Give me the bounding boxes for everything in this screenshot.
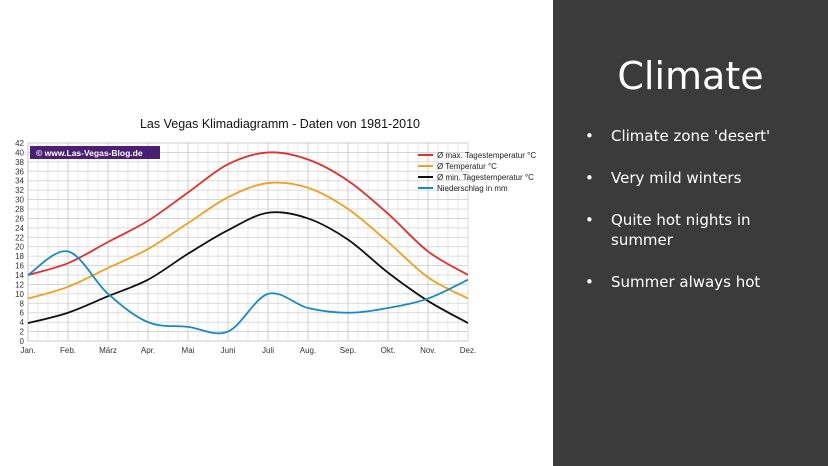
x-tick-label: Feb. <box>60 346 76 355</box>
bullet-dot-icon: • <box>585 211 594 229</box>
y-tick-label: 38 <box>15 158 24 167</box>
x-tick-label: Juli <box>262 346 274 355</box>
legend-label: Niederschlag in mm <box>437 184 508 193</box>
slide-title: Climate <box>617 54 764 98</box>
x-tick-label: Sep. <box>340 346 356 355</box>
chart-legend: Ø max. Tagestemperatur °C Ø Temperatur °C… <box>418 151 536 193</box>
x-tick-label: Juni <box>221 346 236 355</box>
y-tick-label: 4 <box>20 318 25 327</box>
y-tick-label: 34 <box>15 177 24 186</box>
x-tick-label: März <box>99 346 117 355</box>
bullet-text: Summer always hot <box>611 273 761 291</box>
bullet-text: Quite hot nights in summer <box>611 211 751 249</box>
x-tick-label: Aug. <box>300 346 316 355</box>
y-tick-label: 10 <box>15 290 24 299</box>
bullet-dot-icon: • <box>585 273 594 291</box>
bullet-text: Climate zone 'desert' <box>611 127 771 145</box>
bullet-item: • Climate zone 'desert' <box>585 126 815 146</box>
y-tick-label: 26 <box>15 214 24 223</box>
x-tick-label: Dez. <box>460 346 476 355</box>
y-tick-label: 20 <box>15 243 24 252</box>
bullet-dot-icon: • <box>585 127 594 145</box>
series-line <box>27 151 469 276</box>
watermark: © www.Las-Vegas-Blog.de <box>30 146 160 159</box>
chart-title: Las Vegas Klimadiagramm - Daten von 1981… <box>140 117 420 131</box>
y-tick-label: 8 <box>20 299 25 308</box>
y-tick-label: 12 <box>15 280 24 289</box>
y-tick-label: 30 <box>15 196 24 205</box>
bullet-text: Very mild winters <box>611 169 742 187</box>
x-tick-label: Mai <box>182 346 195 355</box>
y-tick-label: 2 <box>20 328 25 337</box>
x-tick-label: Jan. <box>20 346 35 355</box>
x-tick-label: Apr. <box>141 346 155 355</box>
x-tick-label: Okt. <box>381 346 396 355</box>
bullet-item: • Quite hot nights in summer <box>585 210 815 250</box>
y-tick-label: 42 <box>15 139 24 148</box>
chart-axes: 024681012141618202224262830323436384042J… <box>15 139 476 355</box>
chart-grid <box>27 142 469 342</box>
y-tick-label: 22 <box>15 233 24 242</box>
y-tick-label: 0 <box>20 337 25 346</box>
legend-label: Ø Temperatur °C <box>437 162 497 171</box>
legend-label: Ø max. Tagestemperatur °C <box>437 151 536 160</box>
series-line <box>27 181 469 300</box>
y-tick-label: 28 <box>15 205 24 214</box>
text-panel: Climate • Climate zone 'desert' • Very mil… <box>553 0 828 466</box>
chart-panel: Las Vegas Klimadiagramm - Daten von 1981… <box>15 117 537 355</box>
watermark-text: © www.Las-Vegas-Blog.de <box>36 148 143 158</box>
bullet-item: • Very mild winters <box>585 168 815 188</box>
y-tick-label: 40 <box>15 148 24 157</box>
legend-label: Ø min. Tagestemperatur °C <box>437 173 534 182</box>
y-tick-label: 18 <box>15 252 24 261</box>
y-tick-label: 36 <box>15 167 24 176</box>
bullet-dot-icon: • <box>585 169 594 187</box>
y-tick-label: 16 <box>15 262 24 271</box>
bullet-list: • Climate zone 'desert' • Very mild winter… <box>585 126 815 292</box>
y-tick-label: 14 <box>15 271 24 280</box>
chart-series <box>27 151 469 335</box>
climate-chart: Las Vegas Klimadiagramm - Daten von 1981… <box>15 117 536 355</box>
y-tick-label: 24 <box>15 224 24 233</box>
series-line <box>27 211 469 324</box>
x-tick-label: Nov. <box>420 346 436 355</box>
series-line <box>27 250 469 335</box>
watermark-box <box>30 146 160 159</box>
y-tick-label: 6 <box>20 309 25 318</box>
y-tick-label: 32 <box>15 186 24 195</box>
bullet-item: • Summer always hot <box>585 272 815 292</box>
